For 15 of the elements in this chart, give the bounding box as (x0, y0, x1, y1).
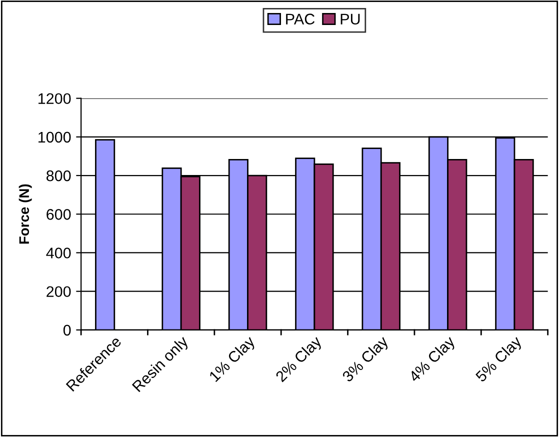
x-tick-label: 1% Clay (208, 334, 258, 384)
y-tick-label: 600 (46, 209, 71, 220)
x-tick-label: 5% Clay (474, 334, 525, 385)
x-tick-label: 4% Clay (408, 334, 458, 385)
y-tick-label: 1000 (38, 132, 71, 143)
x-tick-label: 2% Clay (274, 334, 324, 385)
y-tick-label: 800 (46, 170, 71, 182)
y-tick-label: 400 (46, 248, 71, 258)
y-tick-label: 200 (46, 286, 71, 298)
x-tick-label: 3% Clay (341, 334, 392, 385)
legend-label: PAC (286, 14, 315, 24)
legend-label: PU (340, 14, 360, 24)
y-tick-label: 1200 (38, 93, 71, 104)
y-axis-title: Force (N) (18, 184, 32, 244)
y-tick-label: 0 (63, 324, 71, 336)
